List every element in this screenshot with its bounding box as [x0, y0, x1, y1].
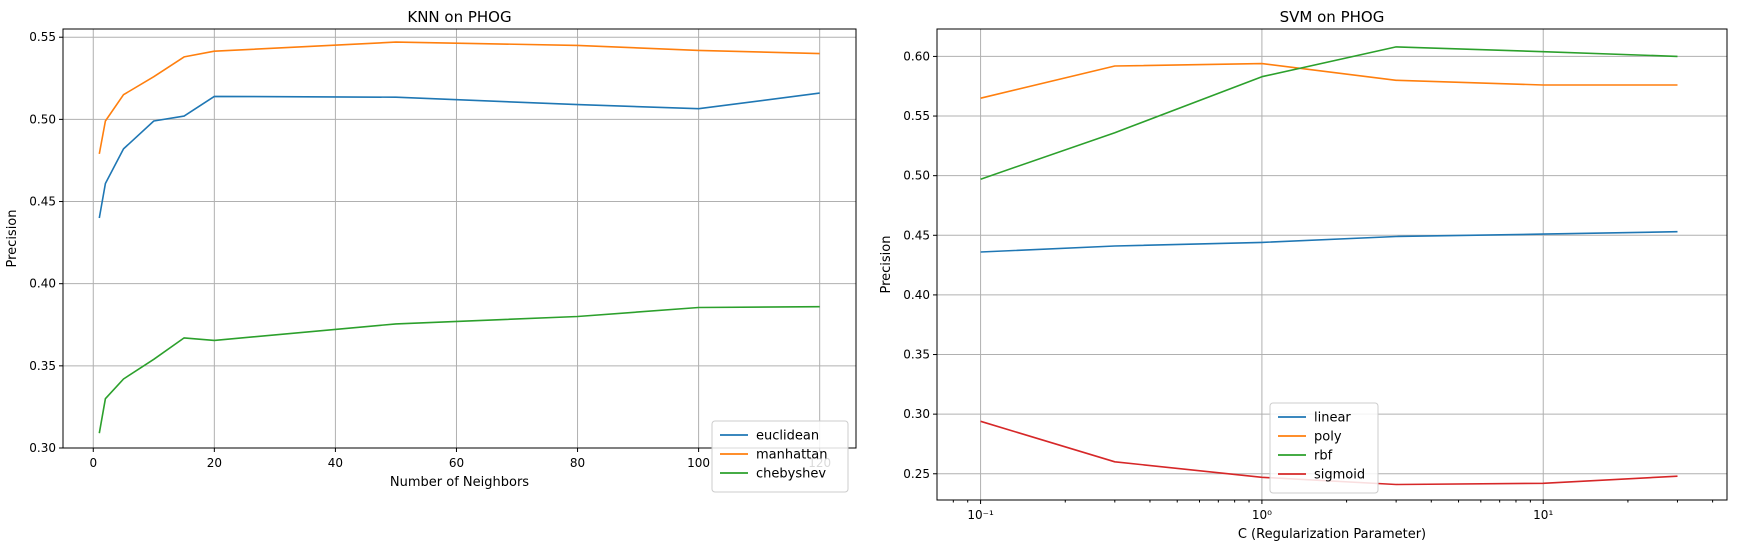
series-line-euclidean — [98, 92, 820, 219]
series-line-poly — [980, 62, 1678, 99]
legend-label: linear — [1314, 411, 1351, 426]
y-tick-label: 0.45 — [903, 228, 930, 242]
series-line-manhattan — [98, 41, 820, 155]
x-axis-label: Number of Neighbors — [390, 475, 529, 490]
y-tick-label: 0.40 — [29, 277, 56, 291]
legend-box — [1269, 402, 1379, 494]
y-tick-label: 0.40 — [903, 288, 930, 302]
legend-label: manhattan — [756, 448, 827, 463]
y-tick-label: 0.35 — [29, 359, 56, 373]
y-tick-label: 0.35 — [903, 348, 930, 362]
series-line-linear — [980, 230, 1678, 253]
x-tick-label: 40 — [328, 456, 343, 470]
legend-box — [711, 420, 849, 493]
x-axis-label: C (Regularization Parameter) — [1238, 527, 1426, 542]
y-tick-label: 0.30 — [903, 407, 930, 421]
y-axis-label: Precision — [5, 209, 20, 267]
x-tick-label: 80 — [570, 456, 585, 470]
x-tick-label: 10⁻¹ — [967, 508, 994, 522]
series-line-chebyshev — [98, 305, 820, 434]
legend-label: rbf — [1314, 449, 1333, 464]
x-tick-label: 0 — [89, 456, 97, 470]
legend-label: euclidean — [756, 429, 819, 444]
y-tick-label: 0.50 — [29, 112, 56, 126]
x-tick-label: 10⁰ — [1252, 508, 1272, 522]
chart-0: 0204060801001200.300.350.400.450.500.55K… — [5, 8, 857, 493]
chart-title: KNN on PHOG — [407, 8, 511, 26]
x-tick-label: 10¹ — [1533, 508, 1553, 522]
y-tick-label: 0.25 — [903, 467, 930, 481]
x-tick-label: 60 — [449, 456, 464, 470]
chart-title: SVM on PHOG — [1280, 8, 1385, 26]
series-line-rbf — [980, 46, 1678, 180]
y-tick-label: 0.30 — [29, 441, 56, 455]
legend-label: poly — [1314, 430, 1342, 445]
x-tick-label: 20 — [207, 456, 222, 470]
y-tick-label: 0.55 — [903, 109, 930, 123]
legend: linear poly rbf sigmoid — [1269, 402, 1379, 494]
x-tick-label: 100 — [687, 456, 710, 470]
legend-label: sigmoid — [1314, 468, 1365, 483]
y-tick-label: 0.45 — [29, 195, 56, 209]
y-tick-label: 0.60 — [903, 49, 930, 63]
y-tick-label: 0.55 — [29, 30, 56, 44]
plot-frame — [62, 28, 857, 449]
chart-1: 10⁻¹ 10⁰ 10¹ 0.25 0.30 0.35 0.40 0.45 0.50 0.55 0.… — [879, 8, 1728, 542]
plot-frame — [936, 28, 1728, 501]
y-tick-label: 0.50 — [903, 169, 930, 183]
legend-label: chebyshev — [756, 467, 826, 482]
legend: euclidean manhattan chebyshev — [711, 420, 849, 493]
y-axis-label: Precision — [879, 235, 894, 293]
